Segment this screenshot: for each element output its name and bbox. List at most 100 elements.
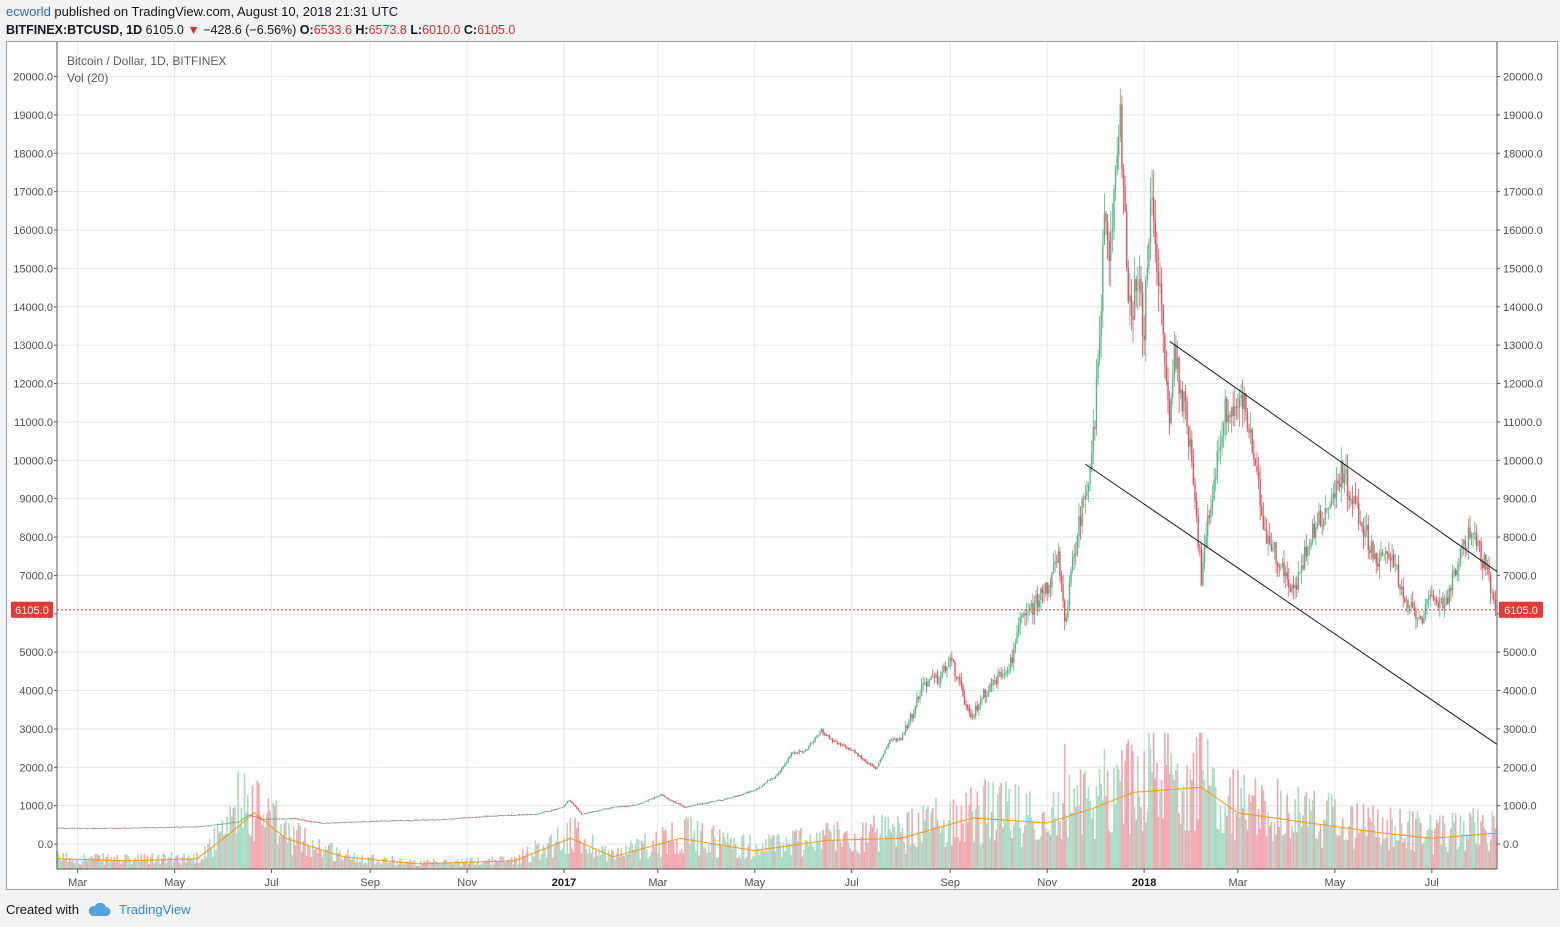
volume-bar — [893, 826, 896, 869]
volume-bar — [663, 830, 665, 869]
volume-bar — [192, 853, 195, 869]
candle-body — [742, 793, 745, 795]
volume-bar — [170, 852, 173, 869]
volume-bar — [1011, 838, 1014, 869]
volume-bar — [348, 855, 351, 869]
volume-bar — [1226, 816, 1228, 869]
candle-body — [388, 820, 390, 822]
x-tick-label: Mar — [648, 877, 667, 889]
candle-body — [892, 739, 894, 741]
candle-body — [502, 815, 505, 816]
volume-bar — [947, 820, 950, 869]
volume-bar — [1283, 834, 1285, 869]
candle-body — [760, 786, 762, 788]
candle-body — [946, 666, 948, 671]
candle-body — [590, 812, 592, 814]
candle-body — [628, 805, 630, 807]
volume-bar — [620, 847, 623, 869]
candle-body — [695, 804, 697, 806]
candle-body — [1071, 557, 1074, 571]
candle-body — [1331, 499, 1333, 505]
candle-body — [518, 814, 521, 816]
candle-body — [1324, 508, 1327, 521]
candle-body — [1367, 524, 1369, 551]
candle-body — [1019, 617, 1021, 626]
volume-bar — [324, 846, 327, 869]
candle-body — [1307, 546, 1309, 557]
candle-body — [1175, 345, 1177, 369]
candle-body — [761, 785, 764, 787]
candle-body — [471, 817, 473, 819]
candle-body — [763, 783, 765, 786]
volume-bar — [1308, 798, 1311, 869]
candle-body — [1110, 232, 1112, 262]
chart-pane[interactable]: 0.0 0.0 1000.0 1000.0 2000.0 2000.0 3000.0 3000… — [6, 41, 1558, 890]
candle-body — [1038, 600, 1040, 608]
candle-body — [881, 757, 883, 760]
volume-bar — [642, 842, 645, 869]
volume-bar — [421, 863, 424, 869]
volume-bar — [585, 848, 588, 869]
volume-bar — [389, 862, 392, 869]
volume-bar — [906, 812, 909, 869]
volume-bar — [533, 856, 535, 869]
candle-body — [361, 821, 363, 823]
volume-bar — [142, 860, 144, 869]
candle-body — [1224, 398, 1226, 424]
volume-bar — [1373, 825, 1376, 869]
candle-body — [1377, 563, 1379, 567]
candle-body — [1195, 500, 1198, 516]
candle-body — [789, 756, 791, 759]
volume-bar — [539, 859, 541, 869]
candle-body — [965, 704, 967, 706]
volume-bar — [747, 845, 750, 869]
candle-body — [386, 821, 389, 822]
volume-bar — [1238, 817, 1241, 869]
publisher-username[interactable]: ecworld — [6, 4, 51, 19]
volume-bar — [682, 853, 685, 869]
volume-bar — [92, 858, 95, 869]
candle-body — [512, 815, 514, 816]
volume-bar — [691, 838, 694, 869]
volume-bar — [1311, 800, 1314, 869]
candle-body — [210, 825, 212, 827]
candle-body — [1054, 561, 1056, 565]
candle-body — [1187, 426, 1190, 447]
candle-body — [88, 828, 90, 829]
volume-bar — [800, 828, 802, 869]
candle-body — [1232, 406, 1234, 417]
tradingview-link[interactable]: TradingView — [118, 902, 191, 917]
candle-body — [1459, 549, 1462, 564]
volume-bar — [1354, 838, 1357, 869]
candle-body — [1315, 527, 1317, 538]
volume-bar — [382, 858, 384, 869]
volume-bar — [189, 858, 192, 869]
volume-bar — [153, 863, 155, 869]
volume-bar — [1376, 809, 1379, 869]
volume-bar — [709, 852, 712, 869]
candle-body — [620, 805, 622, 807]
volume-bar — [459, 865, 462, 869]
candle-body — [437, 819, 440, 821]
volume-bar — [579, 840, 581, 869]
volume-bar — [293, 826, 295, 869]
candle-body — [294, 818, 297, 819]
volume-bar — [1187, 830, 1190, 869]
candle-body — [909, 713, 912, 722]
candle-body — [1373, 553, 1376, 559]
candle-body — [1229, 414, 1231, 417]
candle-body — [693, 804, 696, 806]
y-tick-label-left: 17000.0 — [13, 187, 53, 199]
volume-bar — [415, 866, 418, 869]
candle-body — [1362, 526, 1365, 537]
candle-body — [1434, 598, 1436, 601]
volume-bar — [1014, 784, 1017, 869]
candle-body — [450, 818, 452, 820]
candle-body — [684, 806, 686, 808]
volume-bar — [1249, 801, 1252, 869]
candle-body — [574, 804, 576, 807]
candle-body — [1121, 104, 1123, 170]
volume-bar — [952, 799, 955, 869]
volume-bar — [545, 857, 548, 869]
